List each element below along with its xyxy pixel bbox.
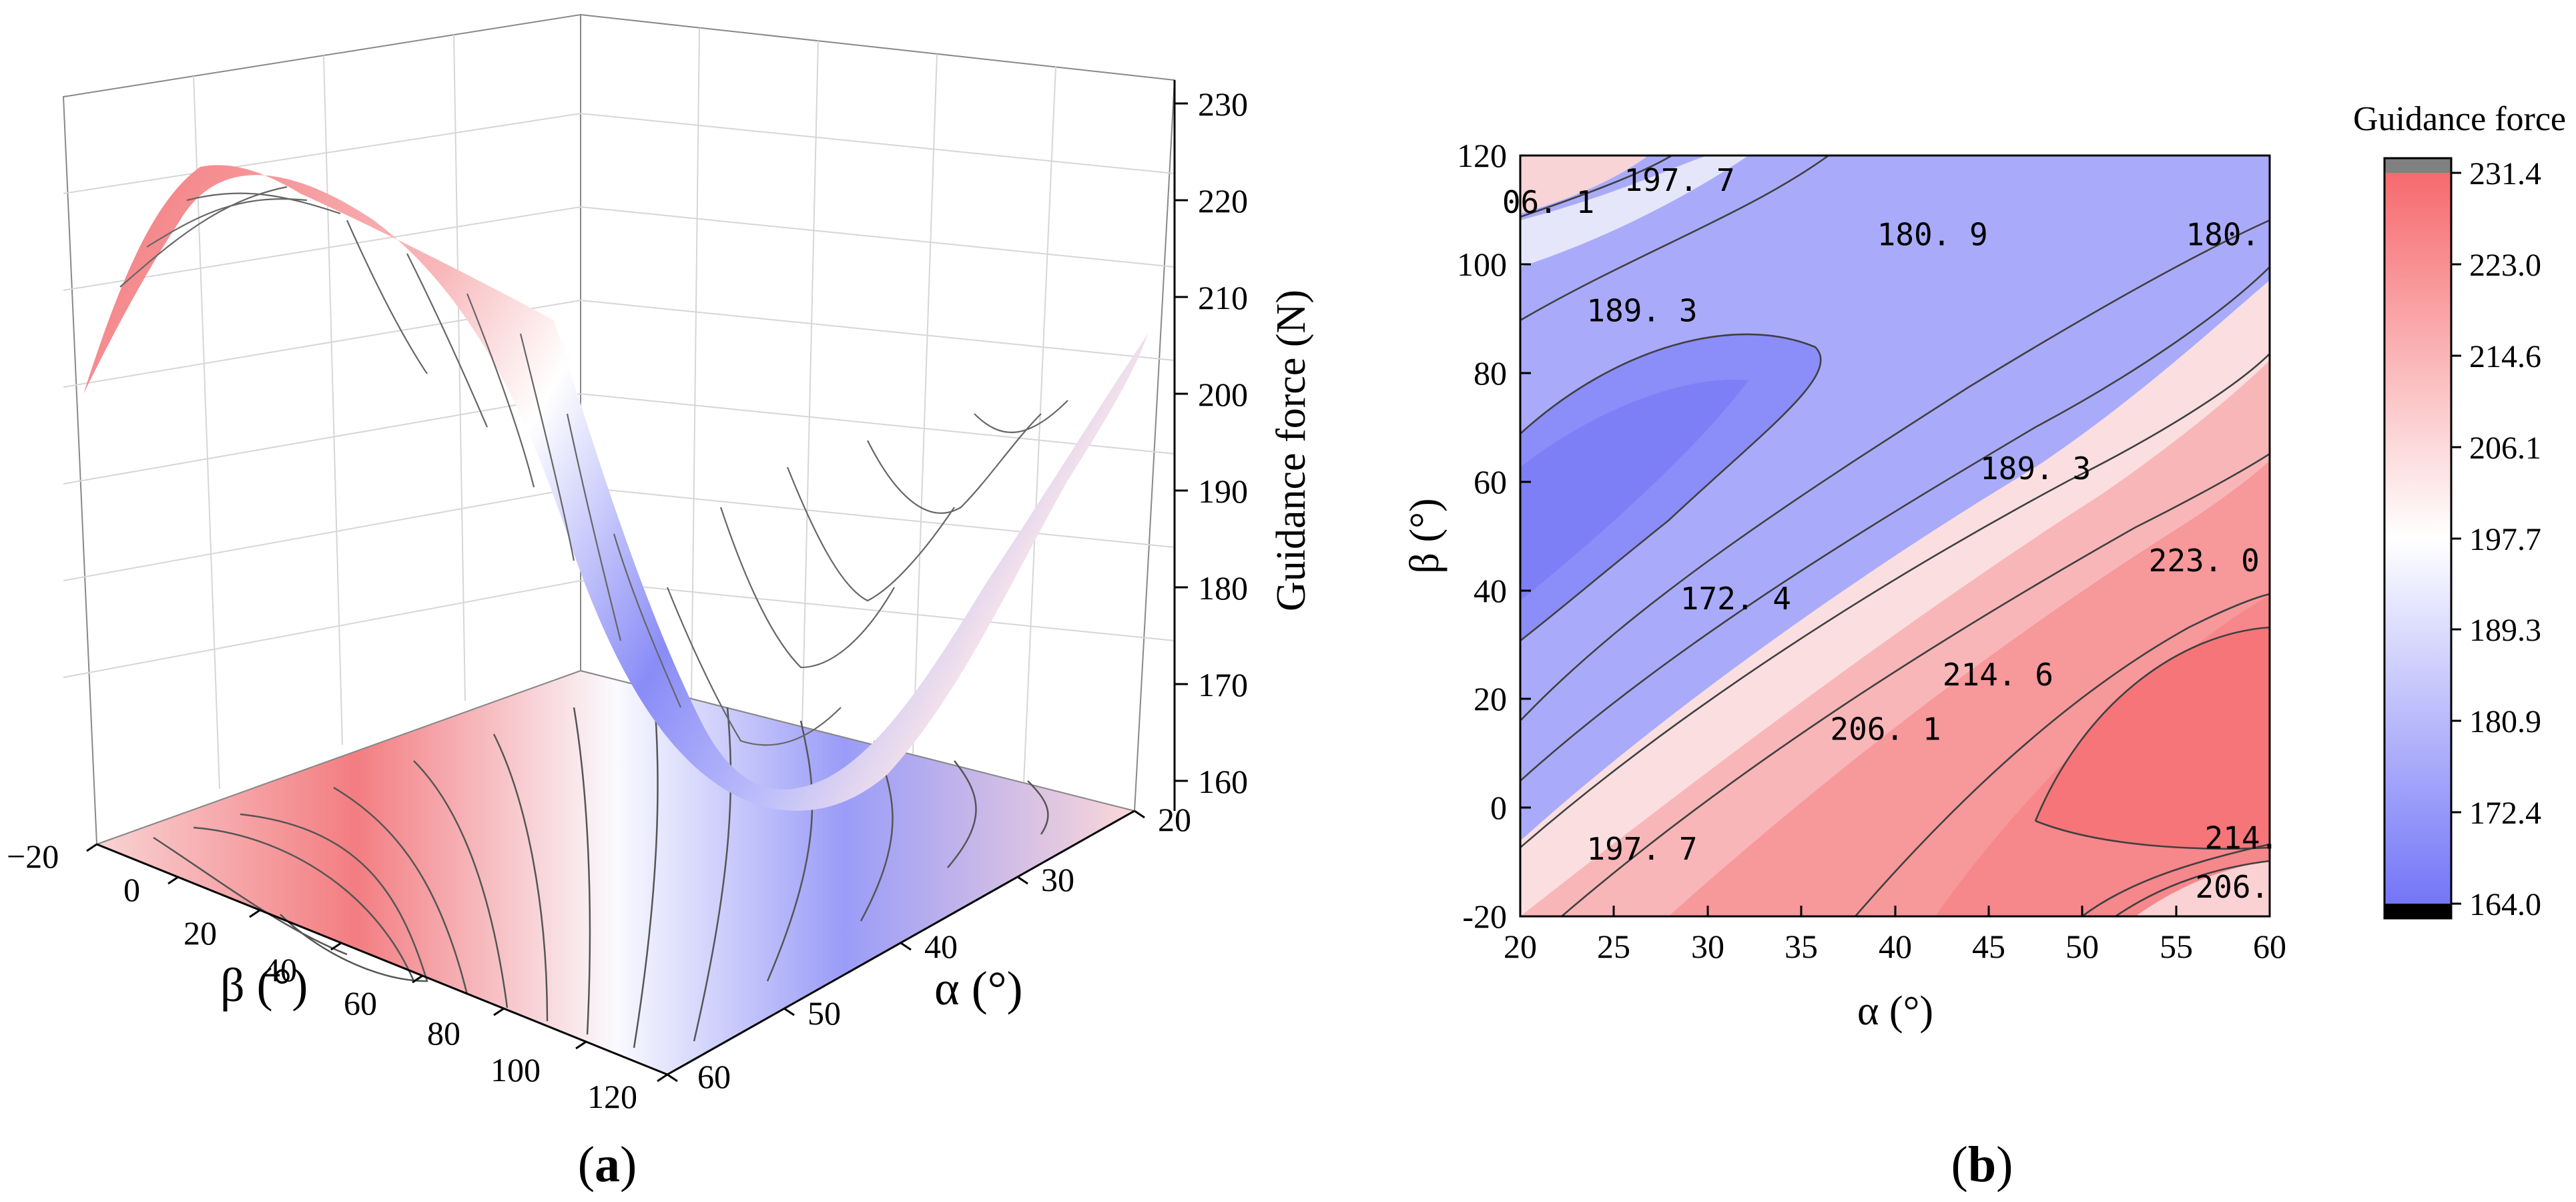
colorbar-tick: 197.7	[2469, 522, 2541, 557]
contour-label: 189. 3	[1980, 450, 2091, 487]
panel-a-3d-surface: −20 0 20 40 60 80 100 120 20 30 40 50 60…	[7, 13, 1314, 1193]
contour-label: 180.	[2186, 217, 2260, 253]
panel-a-beta-tick-marks	[86, 843, 668, 1083]
a-beta-tick: 100	[491, 1051, 541, 1089]
b-x-tick: 35	[1785, 928, 1818, 965]
a-beta-tick: −20	[7, 838, 59, 875]
panel-a-alpha-tick-marks	[667, 810, 1145, 1083]
b-x-tick: 60	[2253, 928, 2286, 965]
panel-b-x-tick-labels: 20 25 30 35 40 45 50 55 60	[1504, 928, 2286, 965]
contour-label: 223. 0	[2149, 543, 2260, 579]
a-alpha-tick: 60	[697, 1058, 731, 1095]
colorbar-over-swatch	[2384, 158, 2451, 173]
panel-b-colorbar: 231.4 223.0 214.6 206.1 197.7 189.3 180.…	[2353, 100, 2566, 922]
b-x-tick: 50	[2065, 928, 2099, 965]
colorbar-under-swatch	[2384, 904, 2451, 918]
colorbar-tick-labels: 231.4 223.0 214.6 206.1 197.7 189.3 180.…	[2469, 156, 2541, 922]
b-x-tick: 45	[1972, 928, 2005, 965]
colorbar-gradient	[2384, 173, 2451, 904]
b-y-tick: 100	[1457, 246, 1507, 283]
b-y-tick: 80	[1474, 354, 1507, 392]
a-beta-tick: 0	[123, 871, 140, 908]
b-y-tick: 40	[1474, 572, 1507, 609]
contour-label: 197. 7	[1586, 831, 1697, 867]
colorbar-tick: 231.4	[2469, 156, 2541, 192]
contour-label: 214. 6	[1943, 657, 2053, 693]
a-beta-tick: 80	[427, 1014, 460, 1052]
panel-a-z-tick-labels: 160 170 180 190 200 210 220 230	[1198, 85, 1248, 800]
a-alpha-tick: 50	[808, 994, 841, 1032]
colorbar-tick: 172.4	[2469, 796, 2541, 831]
colorbar-tick: 180.9	[2469, 704, 2541, 739]
colorbar-tick: 189.3	[2469, 613, 2541, 648]
a-z-tick: 200	[1198, 376, 1248, 413]
panel-b-y-tick-marks	[1520, 154, 1531, 918]
contour-label: 206.	[2195, 869, 2269, 905]
b-y-tick: 60	[1474, 463, 1507, 501]
contour-label: 206. 1	[1830, 711, 1941, 747]
colorbar-tick-marks	[2451, 172, 2461, 905]
a-beta-tick: 20	[184, 914, 217, 952]
b-y-tick: 0	[1490, 789, 1507, 826]
b-x-tick: 40	[1879, 928, 1912, 965]
panel-a-axes	[96, 80, 1176, 1076]
contour-label: 189. 3	[1586, 293, 1697, 329]
a-alpha-tick: 30	[1041, 861, 1074, 898]
a-z-tick: 190	[1198, 473, 1248, 510]
colorbar-title: Guidance force	[2353, 100, 2566, 138]
a-z-axis-title: Guidance force (N)	[1269, 290, 1314, 611]
b-y-tick: 120	[1457, 137, 1507, 174]
b-y-axis-title: β (°)	[1402, 498, 1447, 573]
colorbar-tick: 206.1	[2469, 430, 2541, 466]
b-x-tick: 55	[2160, 928, 2193, 965]
panel-b-y-tick-labels: -20 0 20 40 60 80 100 120	[1457, 137, 1507, 935]
panel-b-x-tick-marks	[1519, 906, 2271, 916]
panel-a-z-tick-marks	[1175, 102, 1188, 782]
panel-a-back-walls	[62, 13, 1176, 846]
panel-a-floor-contours	[153, 693, 1049, 1048]
b-x-tick: 25	[1597, 928, 1630, 965]
colorbar-tick: 214.6	[2469, 339, 2541, 374]
panel-a-caption: (a)	[578, 1137, 637, 1193]
b-y-tick: -20	[1462, 898, 1507, 935]
a-beta-tick: 60	[344, 984, 377, 1022]
contour-label: 214.	[2204, 820, 2278, 856]
a-z-tick: 160	[1198, 763, 1248, 800]
a-z-tick: 230	[1198, 85, 1248, 123]
panel-a-alpha-tick-labels: 20 30 40 50 60	[697, 801, 1191, 1095]
a-beta-axis-title: β (°)	[220, 958, 308, 1012]
b-x-tick: 30	[1691, 928, 1724, 965]
panel-a-beta-tick-labels: −20 0 20 40 60 80 100 120	[7, 838, 637, 1115]
a-alpha-axis-title: α (°)	[934, 962, 1022, 1015]
contour-label: 197. 7	[1624, 162, 1735, 198]
colorbar-tick: 223.0	[2469, 248, 2541, 283]
panel-b-contour-lines	[1520, 156, 2270, 916]
a-z-tick: 220	[1198, 182, 1248, 220]
a-beta-tick: 120	[587, 1078, 637, 1115]
panel-b-contour-plot: 20 25 30 35 40 45 50 55 60 -20 0 20 40 6…	[1402, 100, 2566, 1193]
b-x-tick: 20	[1504, 928, 1537, 965]
a-z-tick: 180	[1198, 569, 1248, 607]
a-beta-tick: 40	[264, 951, 297, 988]
panel-b-caption: (b)	[1951, 1137, 2013, 1193]
a-alpha-tick: 40	[924, 928, 958, 965]
b-x-axis-title: α (°)	[1857, 988, 1933, 1034]
colorbar-tick: 164.0	[2469, 887, 2541, 922]
b-y-tick: 20	[1474, 680, 1507, 717]
panel-b-plot-area	[1520, 156, 2270, 916]
panel-a-surface	[83, 165, 1148, 811]
a-z-tick: 210	[1198, 279, 1248, 316]
a-alpha-tick: 20	[1158, 801, 1191, 838]
contour-label: 06. 1	[1502, 184, 1594, 220]
contour-label: 172. 4	[1680, 581, 1791, 617]
contour-label: 180. 9	[1877, 217, 1988, 253]
panel-b-contour-labels: 06. 1 197. 7 180. 9 180. 189. 3 189. 3 172. 4 2…	[1502, 162, 2278, 905]
a-z-tick: 170	[1198, 666, 1248, 703]
